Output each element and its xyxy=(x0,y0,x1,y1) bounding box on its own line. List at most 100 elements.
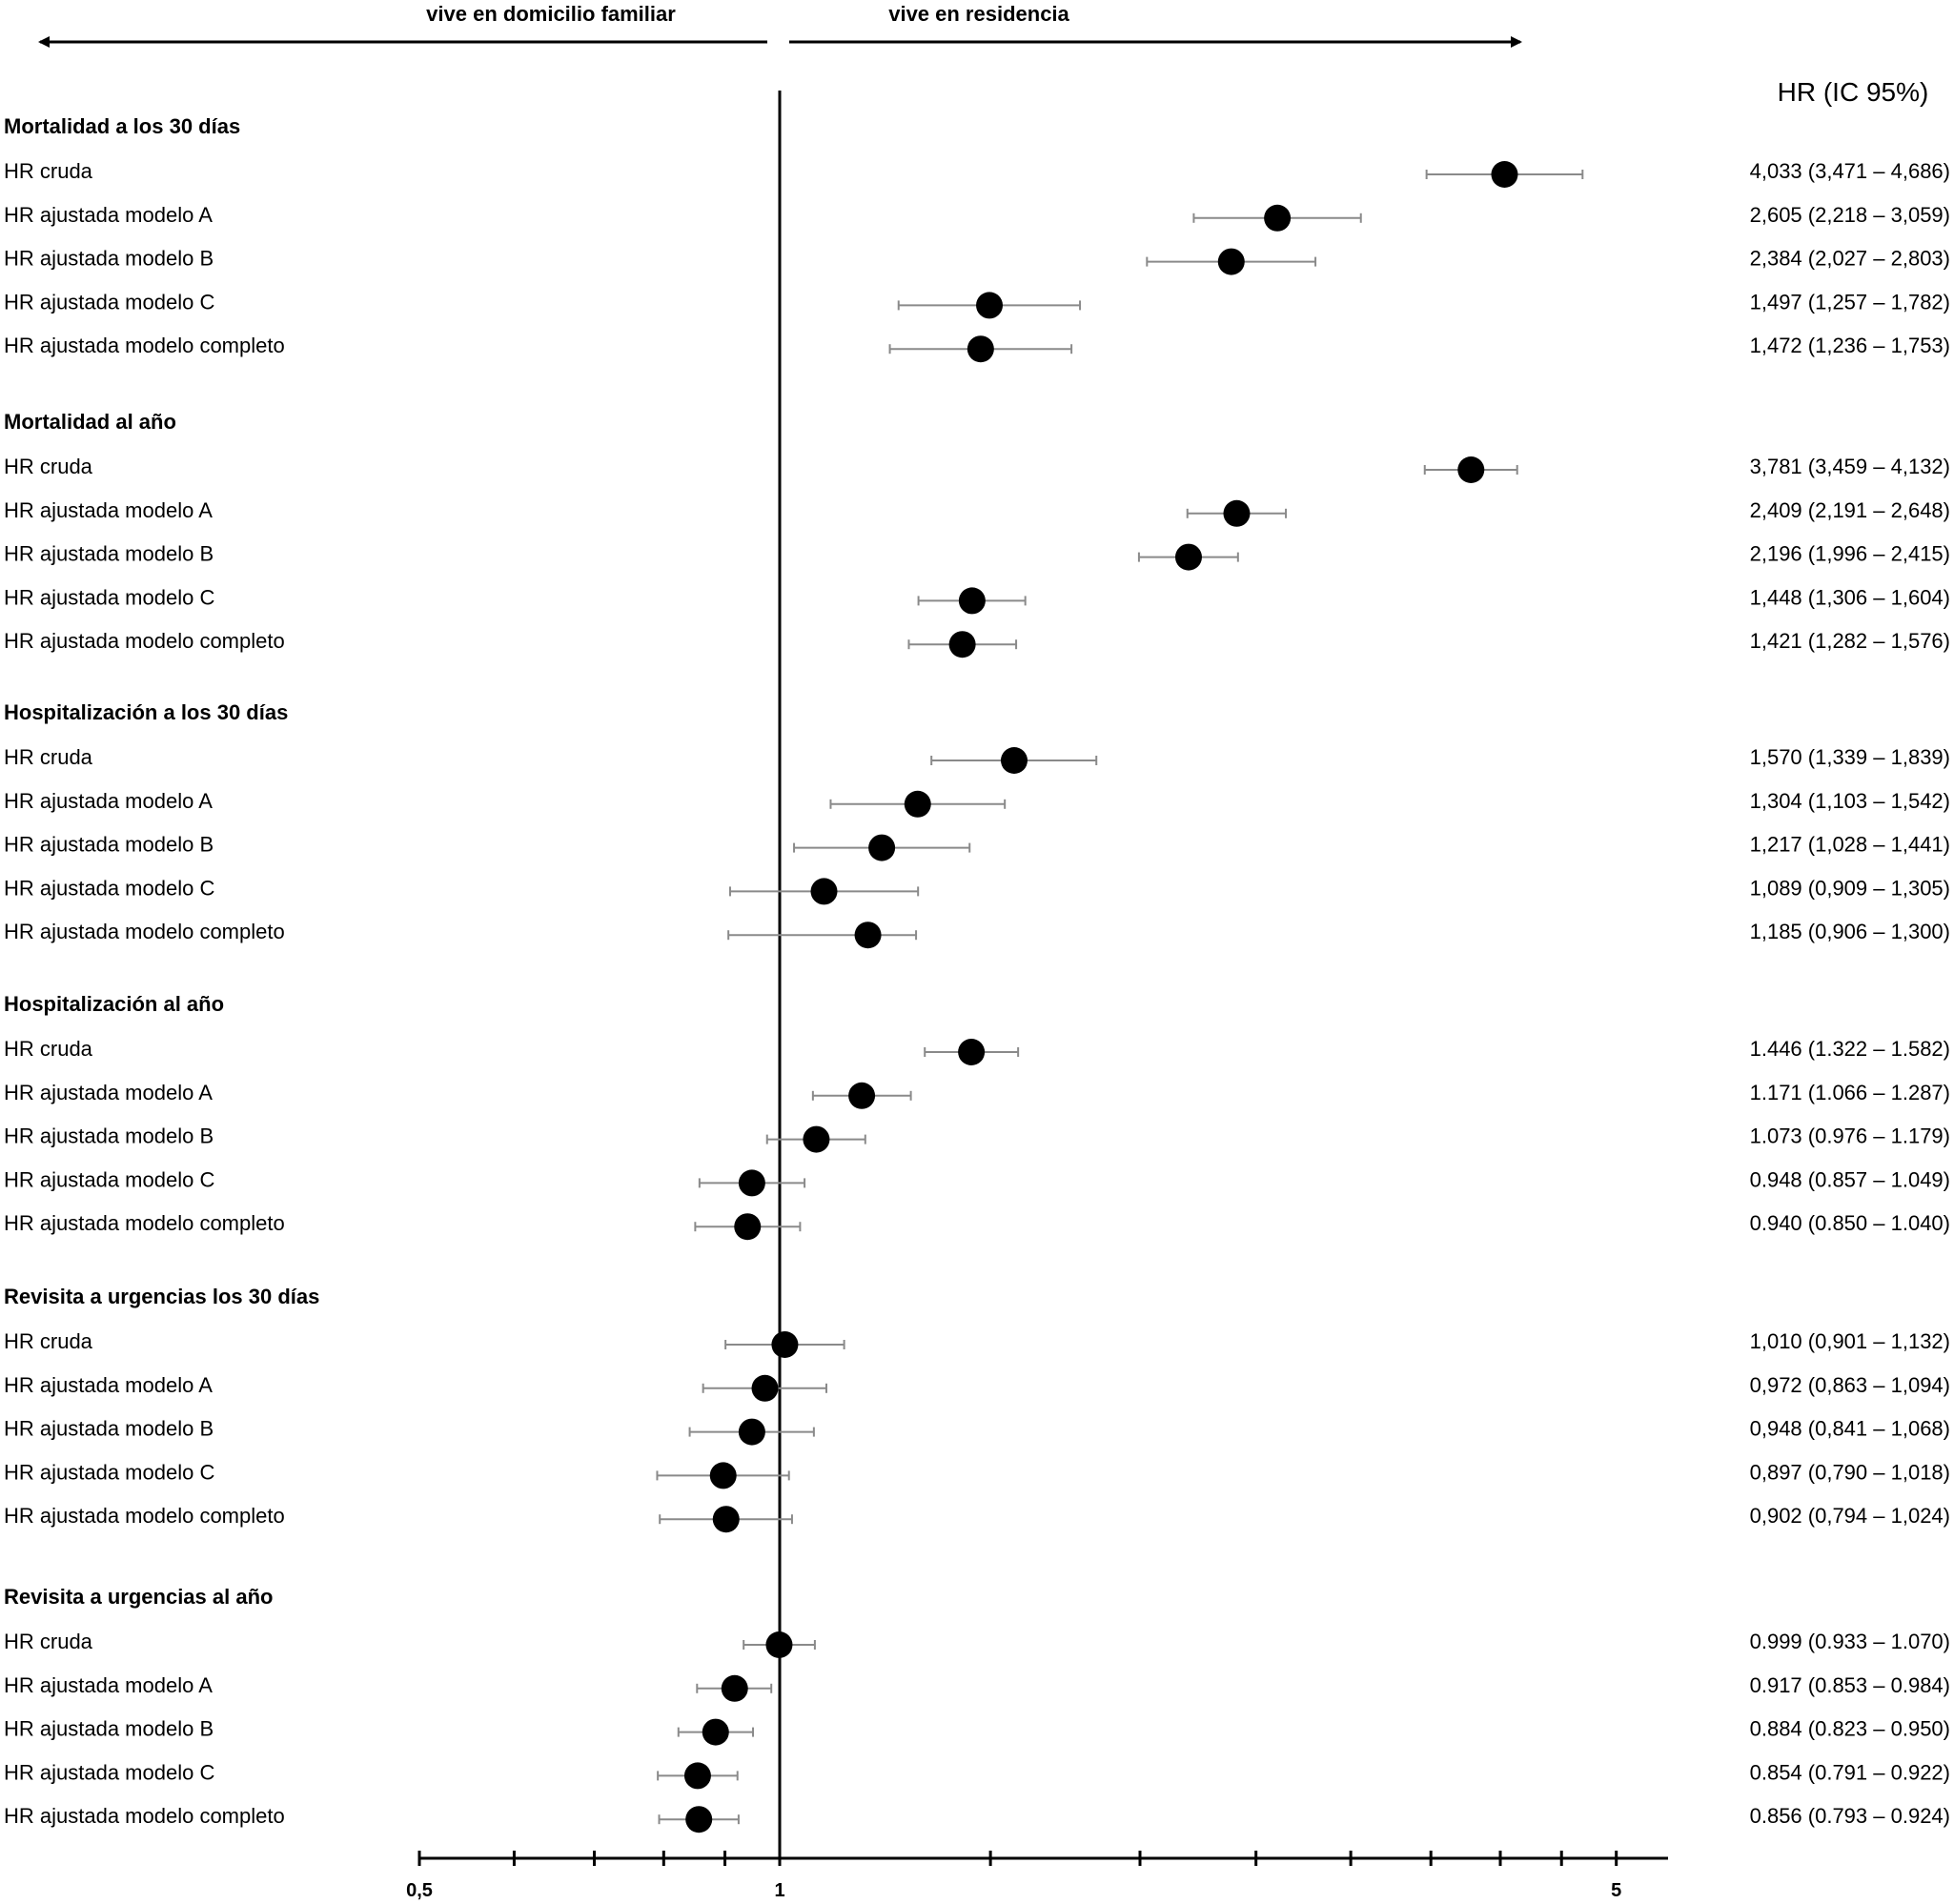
hr-point xyxy=(709,1462,737,1489)
hr-value-label: 0.884 (0.823 – 0.950) xyxy=(1750,1717,1950,1741)
hr-value-label: 0,948 (0,841 – 1,068) xyxy=(1750,1417,1950,1441)
hr-value-label: 1,089 (0,909 – 1,305) xyxy=(1750,876,1950,900)
hr-point xyxy=(958,587,986,615)
row-label: HR ajustada modelo completo xyxy=(4,629,285,653)
hr-point xyxy=(734,1213,762,1241)
row-label: HR ajustada modelo C xyxy=(4,1760,214,1784)
row-label: HR ajustada modelo completo xyxy=(4,920,285,943)
hr-value-label: 1,304 (1,103 – 1,542) xyxy=(1750,789,1950,813)
hr-value-label: 1,497 (1,257 – 1,782) xyxy=(1750,290,1950,314)
row-label: HR ajustada modelo B xyxy=(4,833,214,857)
hr-point xyxy=(1457,456,1485,483)
row-label: HR ajustada modelo C xyxy=(4,585,214,609)
row-label: HR ajustada modelo completo xyxy=(4,334,285,357)
hr-point xyxy=(685,1806,713,1833)
hr-value-label: 1.073 (0.976 – 1.179) xyxy=(1750,1124,1950,1148)
row-label: HR ajustada modelo B xyxy=(4,1417,214,1441)
hr-value-label: 2,196 (1,996 – 2,415) xyxy=(1750,542,1950,566)
row-label: HR ajustada modelo C xyxy=(4,876,214,900)
row-label: HR cruda xyxy=(4,1329,93,1353)
hr-point xyxy=(721,1674,748,1702)
hr-value-label: 0.856 (0.793 – 0.924) xyxy=(1750,1804,1950,1828)
group-header: Mortalidad a los 30 días xyxy=(4,114,240,138)
hr-value-label: 1,217 (1,028 – 1,441) xyxy=(1750,833,1950,857)
group-header: Hospitalización a los 30 días xyxy=(4,700,288,724)
row-label: HR ajustada modelo B xyxy=(4,247,214,271)
hr-point xyxy=(751,1374,779,1402)
row-label: HR ajustada modelo B xyxy=(4,1717,214,1741)
hr-value-label: 0.948 (0.857 – 1.049) xyxy=(1750,1167,1950,1191)
row-label: HR ajustada modelo A xyxy=(4,1673,213,1697)
hr-value-label: 0.999 (0.933 – 1.070) xyxy=(1750,1630,1950,1653)
hr-value-label: 1,448 (1,306 – 1,604) xyxy=(1750,585,1950,609)
hr-point xyxy=(1491,161,1518,188)
row-label: HR cruda xyxy=(4,159,93,183)
hr-point xyxy=(738,1169,765,1197)
row-label: HR ajustada modelo C xyxy=(4,1167,214,1191)
row-label: HR ajustada modelo A xyxy=(4,1373,213,1397)
group-header: Hospitalización al año xyxy=(4,992,224,1016)
hr-point xyxy=(1217,248,1245,275)
hr-point xyxy=(967,335,994,363)
hr-value-label: 0,902 (0,794 – 1,024) xyxy=(1750,1504,1950,1528)
hr-point xyxy=(1000,747,1028,774)
hr-point xyxy=(1223,499,1251,527)
row-label: HR cruda xyxy=(4,455,93,478)
hr-point xyxy=(854,922,882,949)
hr-value-label: 1,472 (1,236 – 1,753) xyxy=(1750,334,1950,357)
row-label: HR ajustada modelo C xyxy=(4,290,214,314)
hr-point xyxy=(904,790,931,818)
x-tick-label: 1 xyxy=(774,1880,784,1901)
hr-value-label: 2,605 (2,218 – 3,059) xyxy=(1750,203,1950,227)
row-label: HR ajustada modelo A xyxy=(4,789,213,813)
hr-value-label: 1,421 (1,282 – 1,576) xyxy=(1750,629,1950,653)
hr-value-label: 2,409 (2,191 – 2,648) xyxy=(1750,498,1950,522)
hr-point xyxy=(702,1718,729,1746)
row-label: HR ajustada modelo B xyxy=(4,1124,214,1148)
group-header: Revisita a urgencias al año xyxy=(4,1585,273,1609)
hr-value-label: 1.171 (1.066 – 1.287) xyxy=(1750,1081,1950,1104)
hr-point xyxy=(712,1506,740,1533)
hr-point xyxy=(868,834,896,861)
group-header: Revisita a urgencias los 30 días xyxy=(4,1285,319,1308)
right-direction-label: vive en residencia xyxy=(888,2,1069,26)
row-label: HR cruda xyxy=(4,1037,93,1061)
hr-value-label: 1,570 (1,339 – 1,839) xyxy=(1750,745,1950,769)
row-label: HR cruda xyxy=(4,745,93,769)
row-label: HR ajustada modelo A xyxy=(4,1081,213,1104)
hr-point xyxy=(1174,543,1202,571)
hr-column-title: HR (IC 95%) xyxy=(1778,77,1929,107)
hr-value-label: 4,033 (3,471 – 4,686) xyxy=(1750,159,1950,183)
hr-point xyxy=(976,292,1004,319)
hr-value-label: 0.917 (0.853 – 0.984) xyxy=(1750,1673,1950,1697)
hr-point xyxy=(771,1331,799,1358)
hr-point xyxy=(848,1082,876,1109)
hr-value-label: 1,010 (0,901 – 1,132) xyxy=(1750,1329,1950,1353)
hr-value-label: 2,384 (2,027 – 2,803) xyxy=(1750,247,1950,271)
row-label: HR cruda xyxy=(4,1630,93,1653)
hr-value-label: 0,972 (0,863 – 1,094) xyxy=(1750,1373,1950,1397)
hr-value-label: 1.446 (1.322 – 1.582) xyxy=(1750,1037,1950,1061)
hr-value-label: 0,897 (0,790 – 1,018) xyxy=(1750,1460,1950,1484)
hr-point xyxy=(765,1631,793,1658)
x-tick-label: 0,5 xyxy=(406,1880,433,1901)
hr-point xyxy=(948,631,976,658)
hr-point xyxy=(1264,204,1292,232)
hr-point xyxy=(683,1762,711,1790)
row-label: HR ajustada modelo completo xyxy=(4,1804,285,1828)
left-direction-label: vive en domicilio familiar xyxy=(426,2,676,26)
hr-point xyxy=(738,1418,765,1446)
hr-value-label: 0.854 (0.791 – 0.922) xyxy=(1750,1760,1950,1784)
hr-value-label: 3,781 (3,459 – 4,132) xyxy=(1750,455,1950,478)
row-label: HR ajustada modelo completo xyxy=(4,1504,285,1528)
group-header: Mortalidad al año xyxy=(4,410,176,434)
row-label: HR ajustada modelo A xyxy=(4,203,213,227)
hr-point xyxy=(803,1125,830,1153)
hr-point xyxy=(958,1039,986,1065)
row-label: HR ajustada modelo completo xyxy=(4,1211,285,1235)
row-label: HR ajustada modelo A xyxy=(4,498,213,522)
hr-point xyxy=(810,878,838,905)
hr-value-label: 1,185 (0,906 – 1,300) xyxy=(1750,920,1950,943)
x-tick-label: 5 xyxy=(1611,1880,1621,1901)
